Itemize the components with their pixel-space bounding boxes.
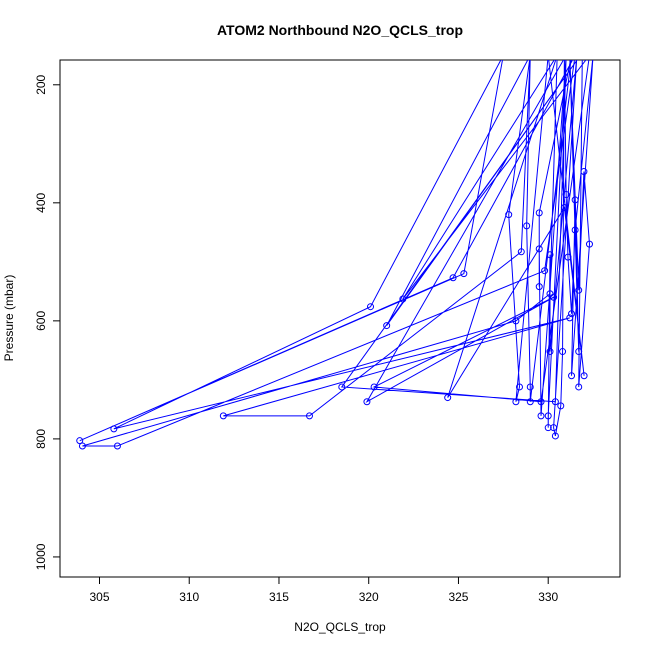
data-point	[551, 432, 559, 440]
data-point	[113, 442, 121, 450]
x-tick-label: 305	[89, 590, 109, 604]
data-point	[383, 322, 391, 330]
data-point	[526, 398, 534, 406]
x-tick-label: 330	[538, 590, 558, 604]
data-point	[399, 295, 407, 303]
chart-title: ATOM2 Northbound N2O_QCLS_trop	[217, 22, 463, 38]
data-point	[580, 168, 588, 176]
data-point	[568, 372, 576, 380]
data-point	[541, 267, 549, 275]
data-point	[550, 293, 558, 301]
plot-area	[76, 60, 594, 450]
data-point	[305, 412, 313, 420]
data-point	[551, 398, 559, 406]
data-point	[110, 425, 118, 433]
data-point	[523, 222, 531, 230]
data-point	[460, 270, 468, 278]
data-point	[560, 204, 568, 212]
data-point	[537, 398, 545, 406]
y-tick-label: 1000	[34, 543, 48, 570]
data-point	[535, 283, 543, 291]
data-point	[370, 383, 378, 391]
data-point	[338, 383, 346, 391]
data-point	[546, 348, 554, 356]
data-point	[546, 290, 554, 298]
data-point	[566, 314, 574, 322]
x-tick-label: 315	[269, 590, 289, 604]
data-point	[544, 412, 552, 420]
data-point	[568, 310, 576, 318]
data-point	[535, 209, 543, 217]
data-point	[444, 394, 452, 402]
data-point	[562, 191, 570, 199]
data-point	[564, 253, 572, 261]
x-axis-label: N2O_QCLS_trop	[294, 620, 386, 634]
data-point	[535, 245, 543, 253]
data-point	[559, 348, 567, 356]
data-point	[546, 251, 554, 259]
data-point	[526, 383, 534, 391]
x-tick-label: 310	[179, 590, 199, 604]
data-point	[575, 286, 583, 294]
data-point	[585, 240, 593, 248]
x-tick-label: 325	[448, 590, 468, 604]
data-point	[537, 412, 545, 420]
data-point	[363, 398, 371, 406]
data-point	[550, 424, 558, 432]
data-point	[76, 437, 84, 445]
x-tick-label: 320	[359, 590, 379, 604]
data-point	[512, 398, 520, 406]
y-axis-label: Pressure (mbar)	[2, 275, 16, 362]
data-point	[505, 211, 513, 219]
data-point	[449, 274, 457, 282]
data-point	[571, 226, 579, 234]
y-tick-label: 600	[34, 311, 48, 331]
plot-frame	[59, 59, 621, 578]
data-point	[219, 412, 227, 420]
data-point	[580, 372, 588, 380]
data-line	[79, 60, 594, 447]
y-tick-label: 200	[34, 74, 48, 94]
data-point	[517, 248, 525, 256]
y-tick-label: 400	[34, 192, 48, 212]
data-point	[367, 303, 375, 311]
data-point	[575, 348, 583, 356]
data-point	[544, 424, 552, 432]
data-point	[571, 196, 579, 204]
data-point	[515, 383, 523, 391]
data-point	[575, 383, 583, 391]
data-point	[78, 442, 86, 450]
y-tick-label: 800	[34, 429, 48, 449]
data-point	[557, 402, 565, 410]
data-point	[512, 317, 520, 325]
